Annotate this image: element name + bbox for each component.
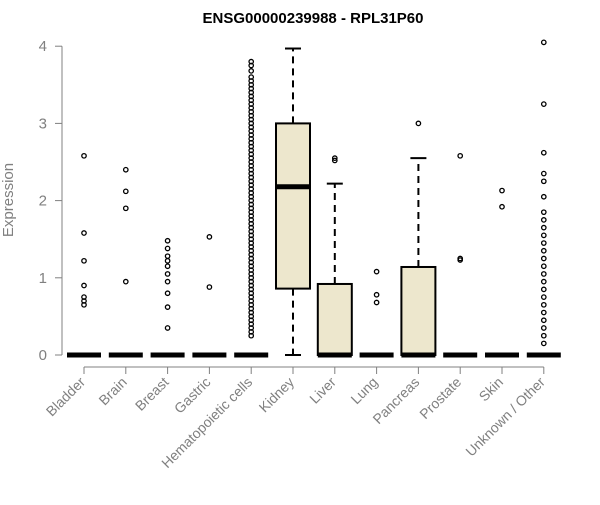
box-unknown-other bbox=[526, 39, 561, 358]
outlier-point bbox=[540, 301, 547, 308]
y-axis: 0 1 2 3 4 bbox=[39, 38, 63, 364]
y-tick-label: 4 bbox=[39, 38, 47, 55]
box-pancreas bbox=[400, 120, 437, 358]
outlier-point bbox=[540, 39, 547, 46]
outlier-point bbox=[540, 224, 547, 231]
outlier-point bbox=[122, 205, 129, 212]
outlier-point bbox=[206, 234, 213, 240]
outlier-point bbox=[331, 155, 338, 161]
outlier-point bbox=[540, 149, 547, 156]
x-tick-label: Unknown / Other bbox=[462, 374, 548, 460]
outlier-point bbox=[540, 263, 547, 270]
outlier-point bbox=[164, 253, 171, 260]
x-tick-label: Lung bbox=[347, 374, 380, 407]
outlier-point bbox=[540, 193, 547, 200]
outlier-point bbox=[373, 299, 380, 306]
outlier-point bbox=[164, 263, 171, 270]
x-tick-label: Prostate bbox=[416, 374, 464, 422]
chart-title: ENSG00000239988 - RPL31P60 bbox=[203, 10, 424, 27]
outlier-point bbox=[540, 294, 547, 300]
outlier-point bbox=[540, 217, 547, 223]
box-iqr bbox=[400, 265, 437, 357]
y-tick-label: 0 bbox=[39, 347, 47, 364]
outlier-point bbox=[164, 304, 171, 310]
y-tick-label: 2 bbox=[39, 193, 47, 210]
y-axis-label: Expression bbox=[0, 163, 17, 237]
box-liver bbox=[316, 155, 353, 358]
outlier-point bbox=[540, 101, 547, 107]
outlier-point bbox=[540, 178, 547, 185]
y-tick-label: 1 bbox=[39, 270, 47, 287]
box-gastric bbox=[192, 234, 227, 358]
outlier-point bbox=[540, 255, 547, 262]
outlier-point bbox=[540, 209, 547, 216]
outlier-point bbox=[122, 278, 129, 285]
outlier-point bbox=[164, 245, 171, 252]
x-tick-label: Brain bbox=[95, 374, 129, 408]
outlier-point bbox=[540, 332, 547, 339]
outlier-point bbox=[81, 230, 87, 236]
outlier-point bbox=[373, 291, 380, 298]
outlier-point bbox=[164, 325, 171, 331]
outlier-point bbox=[206, 284, 213, 290]
outlier-point bbox=[248, 58, 255, 65]
box-kidney bbox=[275, 47, 311, 356]
outlier-point bbox=[457, 152, 464, 159]
outlier-point bbox=[540, 247, 547, 254]
outlier-point bbox=[164, 290, 171, 297]
outlier-point bbox=[122, 166, 129, 173]
outlier-point bbox=[457, 255, 464, 262]
box-iqr bbox=[316, 282, 353, 357]
box-skin bbox=[485, 187, 519, 358]
box-lung bbox=[359, 268, 394, 358]
outlier-point bbox=[373, 268, 380, 275]
outlier-point bbox=[540, 271, 547, 277]
x-tick-label: Kidney bbox=[256, 374, 298, 416]
outlier-point bbox=[81, 257, 87, 264]
outlier-point bbox=[248, 74, 255, 80]
box-breast bbox=[150, 237, 185, 358]
outlier-point bbox=[164, 278, 171, 285]
outlier-point bbox=[540, 286, 547, 293]
outlier-point bbox=[164, 237, 171, 244]
plot-area bbox=[67, 39, 561, 358]
outlier-point bbox=[248, 68, 255, 74]
box-prostate bbox=[443, 152, 478, 358]
outlier-point bbox=[499, 203, 505, 210]
outlier-point bbox=[540, 240, 547, 246]
outlier-point bbox=[540, 232, 547, 239]
outlier-point bbox=[415, 120, 422, 127]
box-hematopoietic-cells bbox=[234, 58, 269, 358]
box-iqr bbox=[275, 122, 311, 290]
outlier-point bbox=[540, 170, 547, 177]
outlier-point bbox=[81, 294, 87, 300]
box-brain bbox=[108, 166, 143, 358]
outlier-point bbox=[81, 282, 87, 289]
outlier-point bbox=[122, 188, 129, 195]
outlier-point bbox=[164, 257, 171, 264]
outlier-point bbox=[499, 187, 505, 194]
x-tick-label: Bladder bbox=[43, 374, 89, 420]
x-tick-label: Breast bbox=[132, 374, 172, 414]
outlier-point bbox=[540, 309, 547, 316]
x-tick-label: Skin bbox=[476, 374, 507, 405]
outlier-point bbox=[331, 157, 338, 164]
x-tick-label: Liver bbox=[306, 374, 339, 407]
outlier-point bbox=[81, 152, 87, 159]
outlier-point bbox=[540, 340, 547, 347]
box-bladder bbox=[67, 152, 101, 358]
y-tick-label: 3 bbox=[39, 115, 47, 132]
outlier-point bbox=[540, 317, 547, 324]
outlier-point bbox=[164, 271, 171, 277]
outlier-point bbox=[540, 325, 547, 331]
outlier-point bbox=[540, 278, 547, 285]
